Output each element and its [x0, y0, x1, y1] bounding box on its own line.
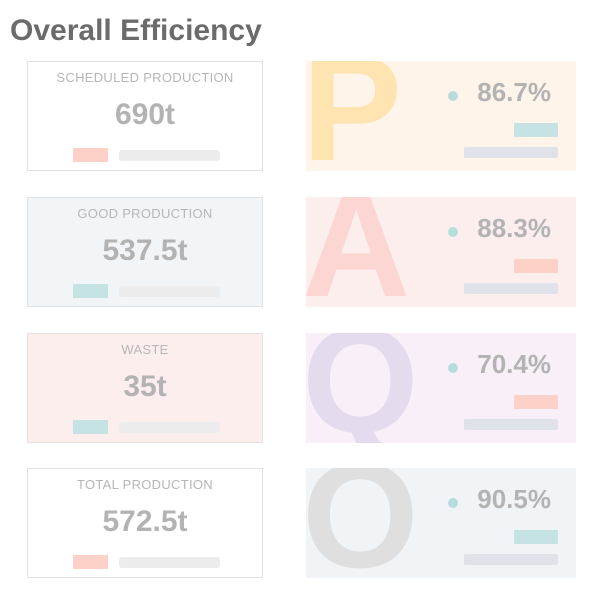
- stat-card: WASTE 35t: [27, 333, 263, 443]
- metric-letter: Q: [306, 333, 419, 443]
- metric-panel: A 88.3%: [306, 197, 576, 307]
- metric-letter: O: [306, 468, 419, 578]
- card-label: TOTAL PRODUCTION: [76, 477, 213, 492]
- card-label: GOOD PRODUCTION: [77, 206, 213, 221]
- placeholder-bar: [464, 419, 558, 430]
- placeholder-bar: [464, 283, 558, 294]
- color-chip: [73, 148, 108, 162]
- card-value: 35t: [123, 370, 167, 403]
- status-dot: [448, 498, 458, 508]
- card-value: 690t: [114, 98, 176, 131]
- stat-card: GOOD PRODUCTION 537.5t: [27, 197, 263, 307]
- metric-letter: P: [306, 61, 403, 171]
- card-value: 537.5t: [102, 234, 188, 267]
- placeholder-bar: [464, 554, 558, 565]
- metric-value: 70.4%: [477, 349, 551, 379]
- color-chip: [514, 123, 558, 137]
- color-chip: [73, 555, 108, 569]
- stat-card: SCHEDULED PRODUCTION 690t: [27, 61, 263, 171]
- placeholder-bar: [119, 286, 220, 297]
- placeholder-bar: [464, 147, 558, 158]
- page-title: Overall Efficiency: [10, 14, 262, 47]
- color-chip: [514, 259, 558, 273]
- color-chip: [514, 530, 558, 544]
- card-value: 572.5t: [102, 505, 188, 538]
- metric-value: 88.3%: [477, 213, 551, 243]
- color-chip: [73, 420, 108, 434]
- card-label: SCHEDULED PRODUCTION: [56, 70, 234, 85]
- metric-panel: P 86.7%: [306, 61, 576, 171]
- metric-value: 90.5%: [477, 484, 551, 514]
- status-dot: [448, 91, 458, 101]
- color-chip: [514, 395, 558, 409]
- card-label: WASTE: [121, 342, 169, 357]
- metric-letter: A: [306, 197, 411, 307]
- placeholder-bar: [119, 150, 220, 161]
- placeholder-bar: [119, 422, 220, 433]
- color-chip: [73, 284, 108, 298]
- stat-card: TOTAL PRODUCTION 572.5t: [27, 468, 263, 578]
- status-dot: [448, 363, 458, 373]
- placeholder-bar: [119, 557, 220, 568]
- metric-panel: Q 70.4%: [306, 333, 576, 443]
- status-dot: [448, 227, 458, 237]
- metric-panel: O 90.5%: [306, 468, 576, 578]
- metric-value: 86.7%: [477, 77, 551, 107]
